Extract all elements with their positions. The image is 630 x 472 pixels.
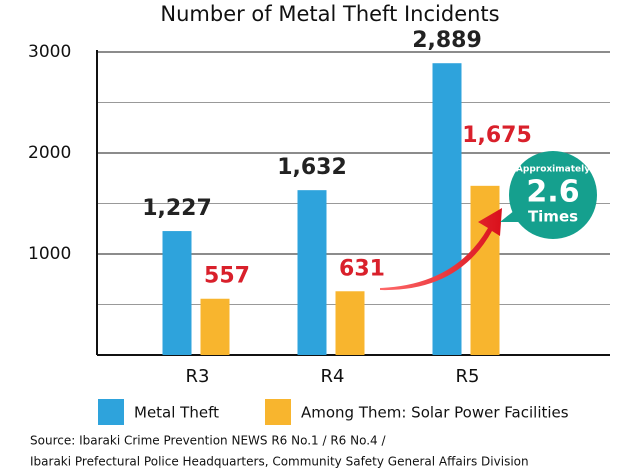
value-label: 557 xyxy=(204,264,250,289)
source-text: Source: Ibaraki Crime Prevention NEWS R6… xyxy=(30,434,386,448)
value-label: 1,227 xyxy=(142,196,212,221)
x-tick-label: R5 xyxy=(456,366,480,387)
bar xyxy=(297,190,327,355)
legend-swatch xyxy=(265,399,291,425)
bar xyxy=(335,291,365,355)
bar xyxy=(162,231,192,355)
annotation-badge xyxy=(509,151,597,239)
bar xyxy=(200,298,230,355)
legend-swatch xyxy=(98,399,124,425)
legend-label: Metal Theft xyxy=(134,404,219,422)
source-text: Ibaraki Prefectural Police Headquarters,… xyxy=(30,455,529,469)
y-tick-label: 3000 xyxy=(28,42,71,62)
value-label: 631 xyxy=(339,256,385,281)
value-label: 2,889 xyxy=(412,28,482,53)
y-tick-label: 2000 xyxy=(28,143,71,163)
arrow xyxy=(380,208,502,291)
annotation-text: Approximately xyxy=(516,165,590,175)
bar xyxy=(470,185,500,355)
annotation-tail xyxy=(500,210,522,222)
x-tick-label: R4 xyxy=(321,366,345,387)
x-tick-label: R3 xyxy=(186,366,210,387)
y-tick-label: 1000 xyxy=(28,244,71,264)
annotation-text: Times xyxy=(528,208,578,226)
value-label: 1,632 xyxy=(277,155,347,180)
annotation-text: 2.6 xyxy=(526,175,579,210)
chart-title: Number of Metal Theft Incidents xyxy=(160,2,499,26)
value-label: 1,675 xyxy=(462,123,532,148)
bar xyxy=(432,63,462,355)
legend-label: Among Them: Solar Power Facilities xyxy=(301,404,569,422)
